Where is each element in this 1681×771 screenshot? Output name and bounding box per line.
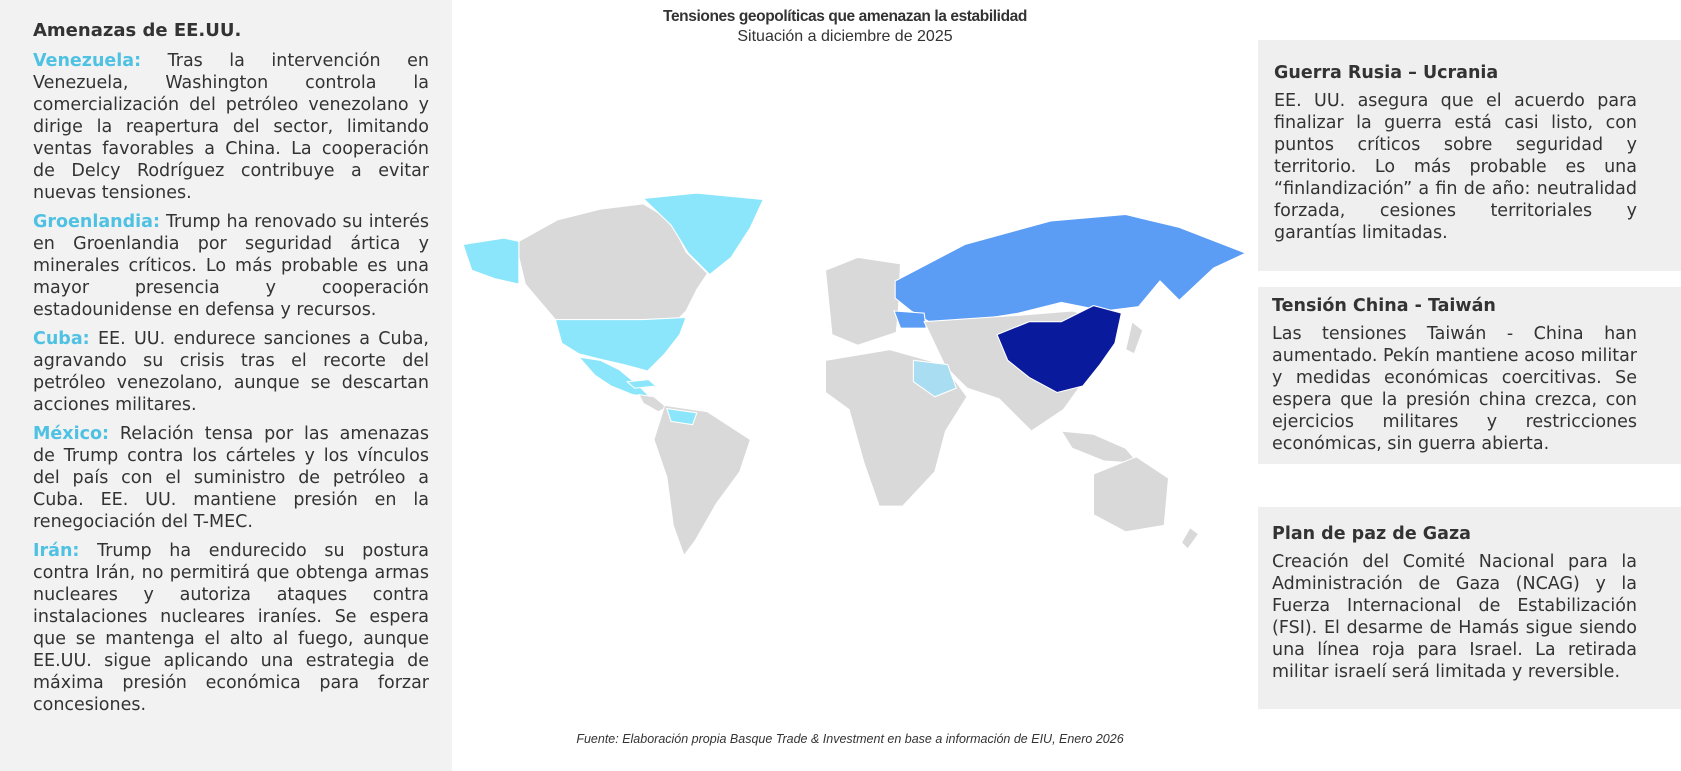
item-text: Relación tensa por las amenazas de Trump… [33,424,429,532]
header: Tensiones geopolíticas que amenazan la e… [560,8,1130,46]
ukraine [893,310,927,329]
panel-text: Las tensiones Taiwán - China han aumenta… [1272,324,1637,454]
panel-title: Plan de paz de Gaza [1272,524,1471,544]
central-america [638,393,668,413]
item-text: Trump ha endurecido su postura contra Ir… [33,541,429,715]
item-text: Tras la intervención en Venezuela, Washi… [33,51,429,203]
item-label: Groenlandia: [33,212,160,232]
item: Venezuela: Tras la intervención en Venez… [33,50,429,204]
cuba [625,379,658,389]
item-label: México: [33,424,109,444]
item: Cuba: EE. UU. endurece sanciones a Cuba,… [33,328,429,416]
panel: Plan de paz de Gaza Creación del Comité … [1258,507,1681,709]
new-zealand [1180,526,1200,550]
saudi-arabia [912,359,957,398]
panel-text: Creación del Comité Nacional para la Adm… [1272,552,1637,682]
item-label: Cuba: [33,329,90,349]
title: Tensiones geopolíticas que amenazan la e… [663,8,1027,25]
item: Irán: Trump ha endurecido su postura con… [33,540,429,716]
item-text: EE. UU. endurece sanciones a Cuba, agrav… [33,329,429,415]
panel: Tensión China - Taiwán Las tensiones Tai… [1258,287,1681,464]
item-label: Venezuela: [33,51,142,71]
panel-title: Guerra Rusia – Ucrania [1274,63,1499,83]
russia [894,213,1248,325]
canada [518,203,709,323]
china [996,305,1123,394]
usa [554,316,687,372]
item: México: Relación tensa por las amenazas … [33,423,429,533]
australia [1092,456,1170,533]
alaska [462,237,520,285]
subtitle: Situación a diciembre de 2025 [737,28,953,45]
greenland [642,192,765,276]
source: Fuente: Elaboración propia Basque Trade … [576,732,1124,746]
japan [1125,320,1144,355]
south-america [653,404,752,557]
panel-title: Tensión China - Taiwán [1272,296,1496,316]
left-title: Amenazas de EE.UU. [33,20,242,41]
item-label: Irán: [33,541,80,561]
left-panel: Amenazas de EE.UU. Venezuela: Tras la in… [0,0,452,771]
item-text: Trump ha renovado su interés en Groenlan… [33,212,429,320]
southeast-asia [1060,430,1140,464]
europe [824,256,902,346]
venezuela [666,407,698,426]
panel-text: EE. UU. asegura que el acuerdo para fina… [1274,91,1637,243]
panel: Guerra Rusia – Ucrania EE. UU. asegura q… [1258,40,1681,271]
item: Groenlandia: Trump ha renovado su interé… [33,211,429,321]
